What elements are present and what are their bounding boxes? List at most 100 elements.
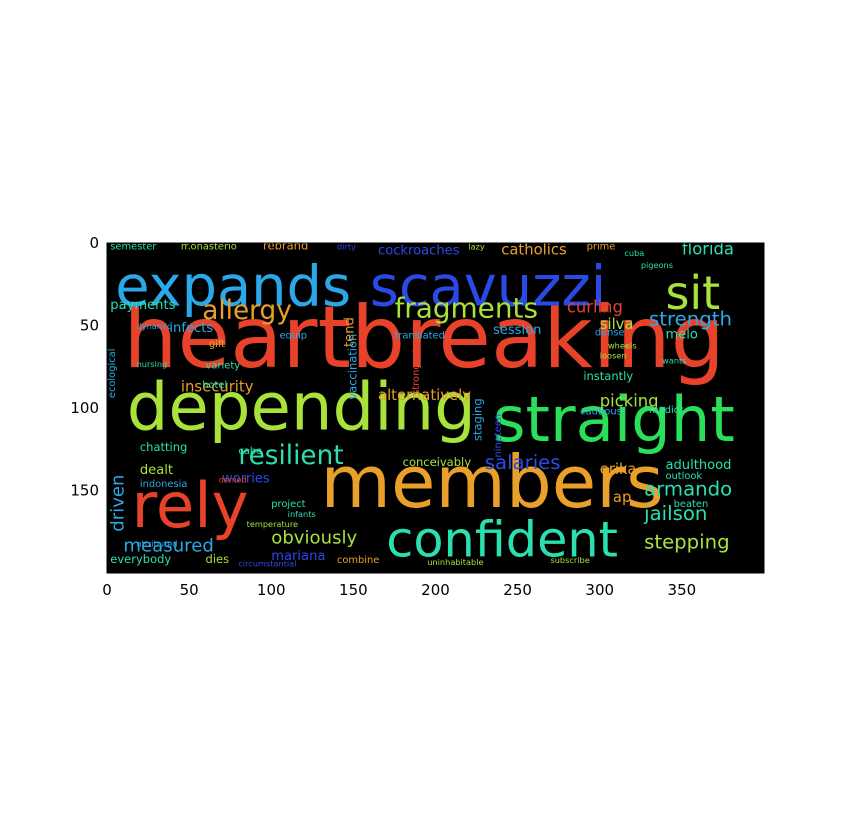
word-wheels: wheels — [608, 341, 637, 351]
x-axis: 0 50 100 150 200 250 300 350 — [102, 243, 696, 599]
word-uninhabitable: uninhabitable — [427, 557, 483, 567]
y-tick-label: 150 — [70, 482, 99, 500]
word-wants: wants — [662, 355, 686, 365]
word-denied: denied — [219, 474, 247, 484]
word-lazy: lazy — [468, 242, 485, 252]
plot-background — [107, 243, 764, 573]
word-allergy: allergy — [202, 296, 292, 326]
word-measured: measured — [123, 536, 213, 557]
word-cabo: cabo — [238, 446, 262, 457]
word-project: project — [271, 499, 305, 510]
word-prime: prime — [587, 242, 616, 253]
word-fragments: fragments — [394, 291, 538, 324]
word-heartbreaking: heartbreaking — [123, 289, 724, 388]
word-erika: erika — [600, 461, 637, 478]
word-equip: equip — [279, 331, 307, 342]
word-loosen: loosen — [600, 351, 627, 361]
word-cuba: cuba — [624, 248, 644, 258]
word-catholics: catholics — [501, 242, 567, 259]
word-silva: silva — [600, 316, 634, 333]
word-chatting: chatting — [140, 440, 187, 454]
word-dirty: dirty — [337, 242, 356, 252]
word-expands: expands — [115, 255, 351, 320]
word-florida: florida — [682, 240, 734, 259]
word-insecurity: insecurity — [181, 379, 254, 396]
y-tick-label: 0 — [89, 234, 99, 252]
word-variety: variety — [206, 360, 241, 371]
word-rely: rely — [132, 469, 249, 542]
word-tend: tend — [342, 317, 357, 347]
word-obviously: obviously — [271, 527, 357, 548]
x-tick-label: 50 — [180, 581, 199, 599]
word-subscribe: subscribe — [550, 555, 589, 565]
word-infants: infants — [288, 509, 316, 519]
word-sit: sit — [665, 266, 720, 320]
word-staging: staging — [470, 398, 484, 441]
x-tick-label: 350 — [668, 581, 697, 599]
word-cockroaches: cockroaches — [378, 244, 460, 259]
word-attributed: attributed — [137, 539, 178, 549]
word-cautious: cautious — [580, 407, 622, 418]
word-infects: infects — [169, 321, 213, 336]
word-pigeons: pigeons — [641, 260, 673, 270]
word-temperature: temperature — [247, 519, 298, 529]
word-resilient: resilient — [238, 441, 343, 471]
x-tick-label: 250 — [503, 581, 532, 599]
word-hotel: hotel — [202, 380, 227, 391]
word-melo: melo — [665, 328, 697, 343]
word-jailson: jailson — [643, 502, 707, 525]
word-everybody: everybody — [110, 552, 171, 566]
word-stepping: stepping — [644, 530, 730, 553]
word-monasterio: monasterio — [181, 242, 237, 253]
word-circumstantial: circumstantial — [238, 558, 296, 568]
word-depending: depending — [127, 369, 476, 445]
word-instantly: instantly — [583, 369, 633, 383]
word-straight: straight — [493, 383, 735, 456]
word-strongest: strongest — [411, 348, 422, 395]
word-session: session — [493, 323, 541, 338]
x-tick-label: 300 — [585, 581, 614, 599]
word-salaries: salaries — [485, 451, 561, 474]
word-curling: curling — [567, 297, 623, 316]
x-tick-label: 200 — [421, 581, 450, 599]
word-strength: strength — [649, 308, 732, 331]
word-driven: driven — [107, 474, 128, 531]
word-semester: semester — [110, 242, 157, 253]
y-axis: 0 50 100 150 — [70, 234, 764, 500]
word-nineteen: nineteen — [493, 414, 504, 458]
word-beaten: beaten — [674, 499, 709, 510]
word-translated: translated — [394, 331, 444, 342]
word-payments: payments — [110, 298, 175, 313]
word-rebrand: rebrand — [263, 239, 308, 253]
word-conceivably: conceivably — [403, 455, 472, 469]
word-alternatively: alternatively — [378, 387, 471, 404]
word-ap: ap — [613, 489, 631, 506]
word-nursing: nursing — [137, 359, 168, 369]
word-picking: picking — [600, 391, 659, 410]
word-worries: worries — [222, 471, 270, 486]
word-dies: dies — [206, 552, 230, 566]
word-medics: medics — [649, 405, 684, 416]
word-vaccination: vaccination — [346, 334, 360, 400]
x-tick-label: 0 — [102, 581, 112, 599]
word-ecological: ecological — [107, 349, 118, 399]
word-confident: confident — [386, 511, 618, 569]
word-dense: dense — [595, 327, 625, 338]
word-scavuzzi: scavuzzi — [370, 255, 606, 320]
word-members: members — [321, 441, 664, 525]
y-tick-label: 100 — [70, 399, 99, 417]
x-tick-label: 150 — [339, 581, 368, 599]
word-dynamic: dynamic — [137, 321, 172, 331]
word-armando: armando — [644, 477, 732, 500]
word-combine: combine — [337, 555, 379, 566]
word-mariana: mariana — [271, 549, 325, 564]
word-indonesia: indonesia — [140, 479, 188, 490]
x-tick-label: 100 — [257, 581, 286, 599]
word-gift: gift — [209, 339, 225, 350]
word-outlook: outlook — [665, 471, 702, 482]
word-dealt: dealt — [140, 463, 173, 478]
word-adulthood: adulthood — [665, 458, 731, 473]
